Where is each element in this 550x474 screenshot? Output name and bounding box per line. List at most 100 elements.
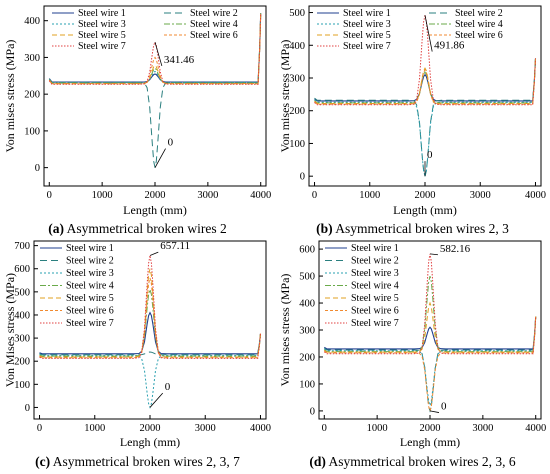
legend-label-3: Steel wire 3 [351,268,399,279]
x-tick-label: 4000 [250,423,271,434]
annotation-label: 657.11 [160,240,190,252]
series-line-2 [314,58,536,177]
legend-label-1: Steel wire 1 [78,8,126,19]
legend-label-3: Steel wire 3 [66,268,114,279]
legend-label-1: Steel wire 1 [343,8,391,19]
caption-text-c: Asymmetrical broken wires 2, 3, 7 [52,454,240,469]
chart-panel-a: 0 1000 2000 3000 4000 0 100 200 300 400 Length (mm… [0,0,275,237]
y-tick-label: 0 [310,406,315,417]
panel-label-c: (c) [35,454,51,469]
legend-label-7: Steel wire 7 [343,41,391,52]
x-axis-label: Length (mm) [393,203,457,217]
chart-b-svg: 0 1000 2000 3000 4000 0 100 200 300 400 500 Length … [278,5,546,217]
plot-area [314,15,537,177]
caption-d: (d) Asymmetrical broken wires 2, 3, 6 [275,454,550,470]
legend-label-4: Steel wire 4 [66,281,114,292]
y-tick-label: 0 [300,172,305,183]
series-line-1 [324,316,537,350]
series-line-1 [39,311,262,355]
x-tick-label: 4000 [525,423,546,434]
series-line-4 [314,58,536,104]
x-tick-label: 2000 [415,190,436,201]
legend-label-3: Steel wire 3 [343,19,391,30]
legend-label-4: Steel wire 4 [455,19,503,30]
legend-label-5: Steel wire 5 [66,293,114,304]
legend-label-2: Steel wire 2 [66,256,114,267]
y-tick-label: 500 [289,8,305,19]
annotation-label: 0 [427,149,433,161]
annotation-leader [149,392,164,408]
y-tick-label: 500 [14,287,30,298]
legend-label-2: Steel wire 2 [455,8,503,19]
chart-panel-c: 0 1000 2000 3000 4000 0 100 200 300 400 500 600 700 L… [0,237,275,474]
x-tick-label: 3000 [197,190,218,201]
legend-label-4: Steel wire 4 [351,281,399,292]
y-tick-label: 200 [299,352,315,363]
series-line-5 [39,268,261,358]
annotation-leader [154,42,163,67]
panel-label-b: (b) [316,221,333,236]
y-tick-label: 0 [25,403,30,414]
y-tick-label: 300 [14,334,30,345]
x-tick-label: 0 [322,423,327,434]
caption-a: (a) Asymmetrical broken wires 2 [0,221,275,237]
y-tick-label: 600 [14,264,30,275]
annotation-label: 491.86 [434,40,465,52]
x-tick-label: 3000 [195,423,216,434]
caption-b: (b) Asymmetrical broken wires 2, 3 [275,221,550,237]
legend-label-5: Steel wire 5 [343,30,391,41]
y-tick-label: 400 [299,299,315,310]
series-line-6 [48,13,262,85]
series-line-4 [48,13,262,84]
y-tick-label: 300 [24,53,40,64]
annotation-label: 0 [441,401,447,413]
series-line-1 [314,58,537,102]
plot-area [39,255,262,409]
y-tick-label: 100 [14,380,30,391]
x-tick-label: 1000 [359,190,380,201]
y-tick-label: 200 [24,90,40,101]
y-axis-label: Von mises stress (MPa) [278,274,292,387]
caption-text-a: Asymmetrical broken wires 2 [66,221,227,236]
annotation-label: 0 [168,137,174,149]
x-tick-label: 3000 [472,423,493,434]
series-line-2 [324,316,537,413]
legend-label-6: Steel wire 6 [190,30,238,41]
chart-c-svg: 0 1000 2000 3000 4000 0 100 200 300 400 500 600 700 L… [3,240,271,449]
y-tick-label: 100 [289,139,305,150]
series-line-6 [314,58,536,105]
x-tick-label: 1000 [84,423,105,434]
legend-label-2: Steel wire 2 [190,8,238,19]
series-line-4 [324,275,537,353]
chart-panel-d: 0 1000 2000 3000 4000 0 100 200 300 400 500 600 Leng… [275,237,550,474]
legend-label-5: Steel wire 5 [78,30,126,41]
y-tick-label: 400 [24,16,40,27]
y-tick-label: 300 [289,74,305,85]
x-tick-label: 1000 [367,423,388,434]
legend-label-1: Steel wire 1 [351,243,399,254]
y-tick-label: 400 [289,41,305,52]
series-line-2 [48,13,262,168]
x-tick-label: 0 [312,190,317,201]
legend-label-2: Steel wire 2 [351,256,399,267]
x-axis-label: Lengh (mm) [120,435,180,449]
series-line-2 [39,333,261,356]
legend-label-7: Steel wire 7 [351,318,399,329]
legend-label-7: Steel wire 7 [66,318,114,329]
legend-label-3: Steel wire 3 [78,19,126,30]
annotation-label: 341.46 [164,54,195,66]
x-tick-label: 0 [47,190,52,201]
y-tick-label: 200 [14,357,30,368]
legend-label-4: Steel wire 4 [190,19,238,30]
x-tick-label: 4000 [250,190,271,201]
series-line-3 [314,58,536,177]
y-tick-label: 600 [299,245,315,256]
caption-text-d: Asymmetrical broken wires 2, 3, 6 [328,454,516,469]
legend-label-6: Steel wire 6 [351,306,399,317]
annotation-label: 0 [165,381,171,393]
annotation-leader [424,15,433,52]
x-tick-label: 2000 [420,423,441,434]
